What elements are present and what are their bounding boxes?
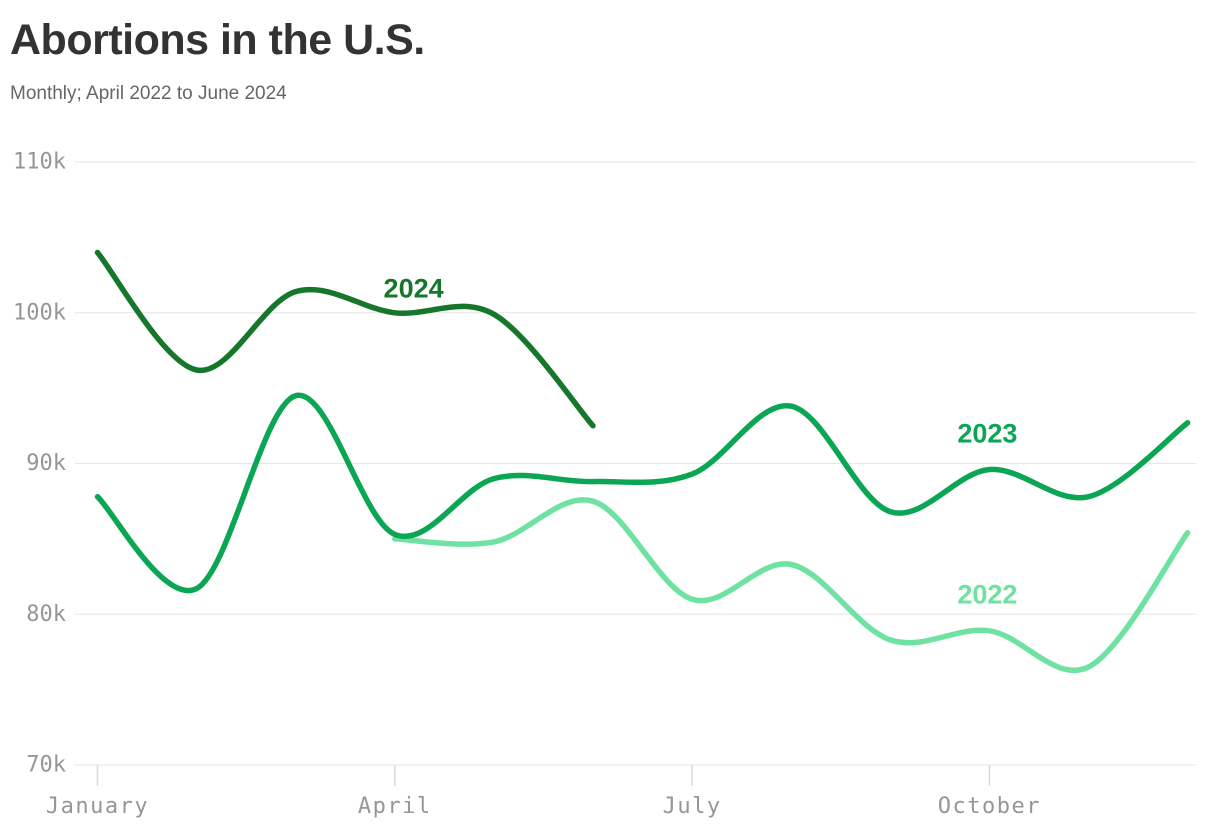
chart-header: Abortions in the U.S. Monthly; April 202… [10,16,425,105]
x-axis-label-January: January [46,794,149,819]
page-title: Abortions in the U.S. [10,16,425,64]
y-axis-label-70k: 70k [26,753,66,778]
y-axis-label-110k: 110k [13,150,66,175]
series-label-2024: 2024 [384,274,444,304]
series-label-2022: 2022 [957,580,1017,610]
x-axis-label-April: April [358,794,432,819]
series-label-2023: 2023 [957,418,1017,448]
y-axis-label-100k: 100k [13,300,66,325]
y-axis-label-80k: 80k [26,602,66,627]
series-line-2024 [94,249,596,429]
x-axis-label-July: July [663,794,722,819]
y-axis-label-90k: 90k [26,451,66,476]
series-line-2022 [392,497,1191,674]
series-line-2023 [94,392,1191,594]
page-subtitle: Monthly; April 2022 to June 2024 [10,83,287,105]
x-axis-label-October: October [938,794,1041,819]
